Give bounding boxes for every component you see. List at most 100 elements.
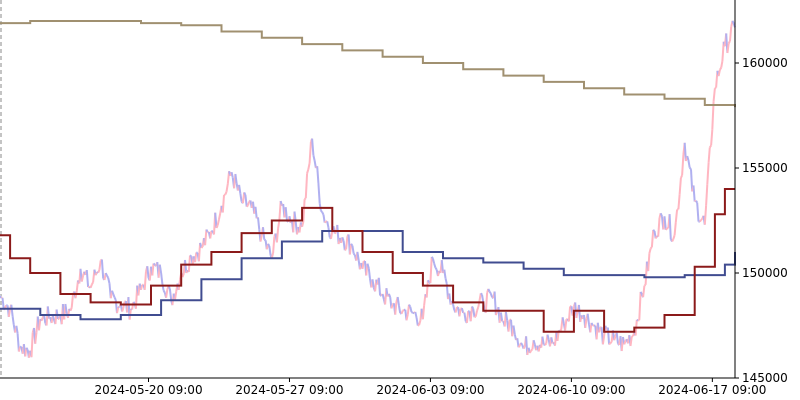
price-tick [609,341,613,344]
price-tick [0,295,3,299]
price-tick [638,291,642,321]
price-tick [421,305,426,320]
price-tick [425,280,429,298]
price-series [0,20,736,358]
price-tick [615,332,619,344]
price-tick [564,319,568,331]
price-tick [517,344,521,348]
price-tick [162,290,166,294]
price-tick [304,173,309,199]
price-tick [601,335,606,345]
price-tick [116,306,120,314]
price-tick [132,301,136,304]
price-tick [406,304,410,315]
price-tick [487,288,491,293]
x-tick-label: 2024-06-10 09:00 [517,383,625,397]
price-tick [471,306,475,310]
price-tick [443,269,447,279]
price-tick [308,141,312,164]
price-tick [541,336,545,345]
price-tick [643,283,647,287]
price-tick [657,217,661,237]
price-tick [284,207,288,221]
price-tick [543,343,546,346]
price-tick [165,289,169,298]
price-tick [674,209,679,223]
price-tick [692,185,696,202]
price-tick [246,204,249,208]
price-tick [708,145,712,148]
price-tick [244,194,248,207]
price-tick [306,169,310,174]
price-tick [696,202,700,222]
price-tick [705,184,709,206]
price-tick [351,245,355,254]
price-tick [507,319,511,332]
price-tick [243,191,247,196]
x-axis: 2024-05-20 09:00 2024-05-27 09:00 2024-06-… [0,377,766,397]
price-tick [678,177,682,195]
price-tick [263,238,267,242]
price-tick [469,306,473,322]
y-tick-label: 160000 [742,56,788,70]
price-tick [668,214,672,240]
price-tick [465,310,470,324]
price-tick [387,293,392,298]
long-ma-line [0,20,736,108]
price-tick [344,248,347,251]
price-tick [91,281,94,285]
price-tick [433,263,437,269]
price-tick [152,262,156,266]
price-tick [454,306,458,313]
price-tick [530,348,534,352]
price-tick [221,195,225,213]
price-tick [268,245,272,256]
price-tick [146,266,150,279]
price-tick [209,230,213,239]
price-tick [488,291,492,295]
price-tick [307,162,311,170]
price-tick [671,238,675,242]
price-tick [532,339,536,345]
price-tick [272,236,276,254]
price-tick [414,311,418,319]
price-tick [659,212,663,217]
price-tick [695,200,699,204]
price-tick [38,319,42,331]
price-tick [121,307,125,312]
price-tick [7,308,12,318]
price-tick [168,288,173,301]
x-tick-label: 2024-05-20 09:00 [94,383,202,397]
price-tick [316,166,320,184]
price-tick [575,310,579,319]
moving-average-lines [0,20,736,333]
price-tick [341,236,345,242]
price-tick [727,40,731,44]
price-tick [321,211,325,216]
price-tick [184,259,188,274]
price-tick [215,224,219,229]
price-tick [648,248,652,254]
price-tick [613,336,617,341]
price-tick [214,212,218,229]
price-tick [623,340,627,345]
price-tick [712,88,716,102]
price-tick [85,270,90,288]
price-tick [719,67,723,71]
price-tick [673,222,677,236]
price-tick [642,285,646,298]
price-tick [731,20,735,24]
price-tick [301,221,305,228]
price-tick [489,293,494,298]
price-tick [334,231,337,235]
price-tick [688,167,692,170]
price-tick [106,275,110,279]
price-tick [223,193,226,197]
price-tick [480,292,483,296]
price-tick [415,317,419,326]
price-tick [352,253,356,256]
price-tick [474,310,478,317]
price-tick [320,210,323,213]
price-tick [512,325,516,335]
